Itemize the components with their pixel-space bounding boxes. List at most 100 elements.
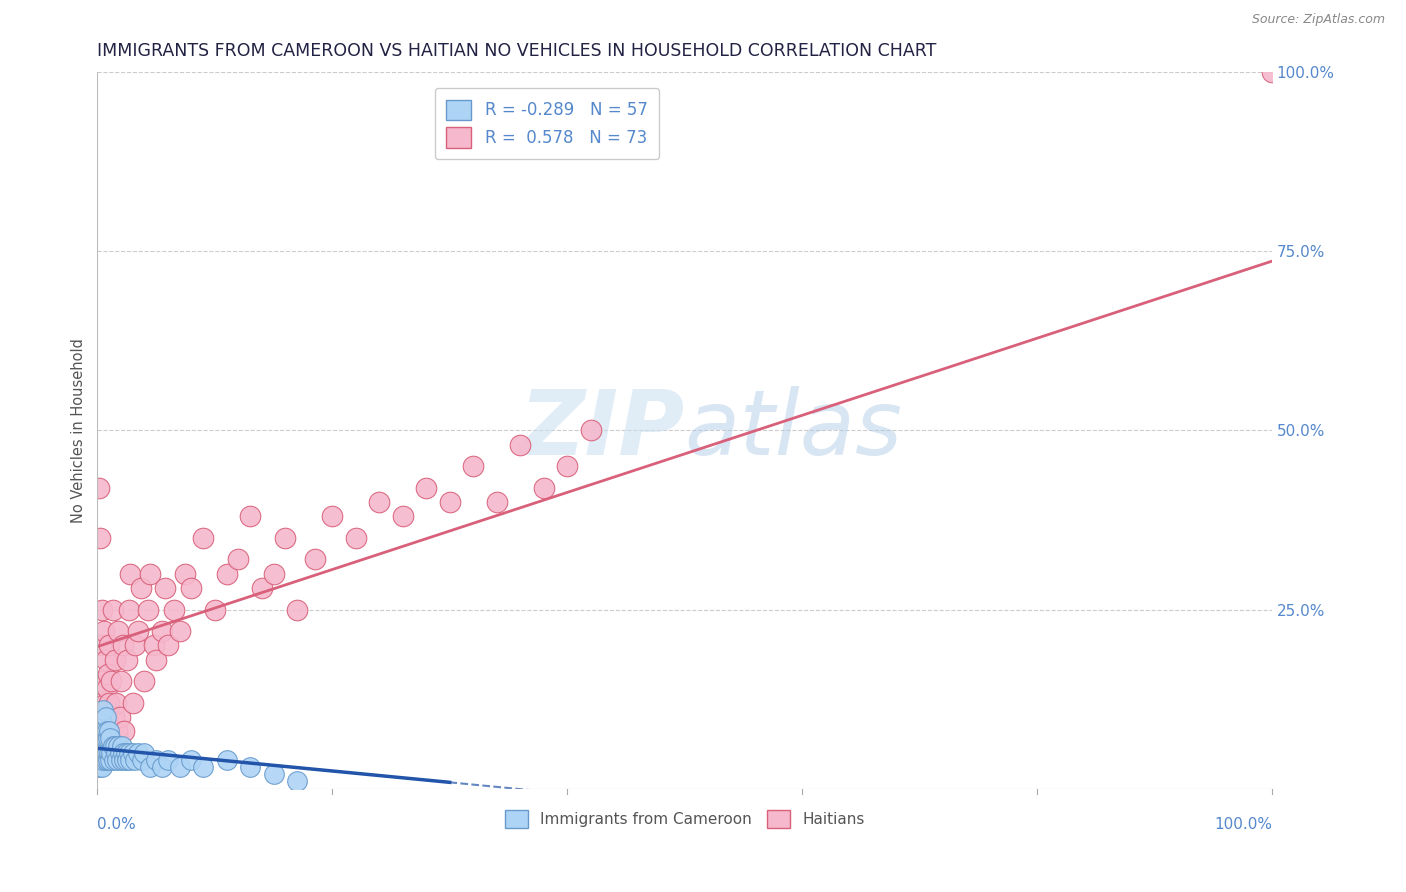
Point <box>180 581 202 595</box>
Point <box>131 753 153 767</box>
Text: ZIP: ZIP <box>519 386 685 475</box>
Point <box>139 566 162 581</box>
Point <box>239 760 262 774</box>
Point <box>97 731 120 746</box>
Point <box>533 481 555 495</box>
Y-axis label: No Vehicles in Household: No Vehicles in Household <box>72 338 86 523</box>
Point <box>91 602 114 616</box>
Point <box>191 531 214 545</box>
Point <box>155 581 177 595</box>
Point <box>115 652 138 666</box>
Point <box>274 531 297 545</box>
Point <box>112 753 135 767</box>
Point <box>226 552 249 566</box>
Point <box>107 739 129 753</box>
Legend: Immigrants from Cameroon, Haitians: Immigrants from Cameroon, Haitians <box>499 804 870 835</box>
Point <box>105 724 128 739</box>
Point <box>169 624 191 638</box>
Point <box>96 724 118 739</box>
Point <box>1261 65 1284 79</box>
Point <box>142 638 165 652</box>
Point <box>96 724 118 739</box>
Point <box>91 717 114 731</box>
Point <box>555 459 578 474</box>
Point <box>156 638 179 652</box>
Point <box>91 696 114 710</box>
Point <box>98 753 121 767</box>
Point <box>579 424 602 438</box>
Point <box>87 760 110 774</box>
Point <box>250 581 273 595</box>
Point <box>114 746 136 760</box>
Point <box>391 509 413 524</box>
Point <box>90 753 112 767</box>
Point <box>94 753 117 767</box>
Point <box>118 746 141 760</box>
Point <box>150 760 173 774</box>
Point <box>104 739 127 753</box>
Point <box>93 624 115 638</box>
Point <box>115 753 138 767</box>
Point <box>98 724 121 739</box>
Point <box>121 696 143 710</box>
Point <box>100 674 122 689</box>
Point <box>285 774 308 789</box>
Point <box>145 753 167 767</box>
Point <box>150 624 173 638</box>
Point <box>98 724 121 739</box>
Point <box>174 566 197 581</box>
Point <box>89 724 111 739</box>
Point <box>100 746 122 760</box>
Point <box>204 602 226 616</box>
Text: 100.0%: 100.0% <box>1213 817 1272 832</box>
Point <box>439 495 461 509</box>
Point <box>104 652 127 666</box>
Point <box>90 710 112 724</box>
Point <box>124 753 146 767</box>
Point <box>101 739 124 753</box>
Point <box>127 746 149 760</box>
Point <box>108 710 131 724</box>
Point <box>118 602 141 616</box>
Point <box>129 581 152 595</box>
Point <box>145 652 167 666</box>
Point <box>124 638 146 652</box>
Point <box>263 566 285 581</box>
Point <box>163 602 186 616</box>
Point <box>120 753 142 767</box>
Point <box>105 753 128 767</box>
Point <box>101 602 124 616</box>
Point <box>105 696 128 710</box>
Point <box>485 495 508 509</box>
Point <box>91 724 114 739</box>
Point <box>415 481 437 495</box>
Point <box>103 710 125 724</box>
Text: Source: ZipAtlas.com: Source: ZipAtlas.com <box>1251 13 1385 27</box>
Point <box>120 566 142 581</box>
Point <box>215 566 238 581</box>
Point <box>263 767 285 781</box>
Point <box>215 753 238 767</box>
Point <box>93 710 115 724</box>
Point <box>91 703 114 717</box>
Point <box>112 746 135 760</box>
Point <box>110 753 132 767</box>
Point <box>156 753 179 767</box>
Point <box>112 638 135 652</box>
Point <box>96 681 118 696</box>
Point <box>239 509 262 524</box>
Point <box>93 746 115 760</box>
Point <box>90 638 112 652</box>
Point <box>89 531 111 545</box>
Point <box>285 602 308 616</box>
Point <box>463 459 485 474</box>
Point <box>103 753 125 767</box>
Point <box>112 724 135 739</box>
Point <box>304 552 326 566</box>
Point <box>121 746 143 760</box>
Text: IMMIGRANTS FROM CAMEROON VS HAITIAN NO VEHICLES IN HOUSEHOLD CORRELATION CHART: IMMIGRANTS FROM CAMEROON VS HAITIAN NO V… <box>97 42 936 60</box>
Point <box>90 710 112 724</box>
Point <box>91 731 114 746</box>
Point <box>127 624 149 638</box>
Point <box>180 753 202 767</box>
